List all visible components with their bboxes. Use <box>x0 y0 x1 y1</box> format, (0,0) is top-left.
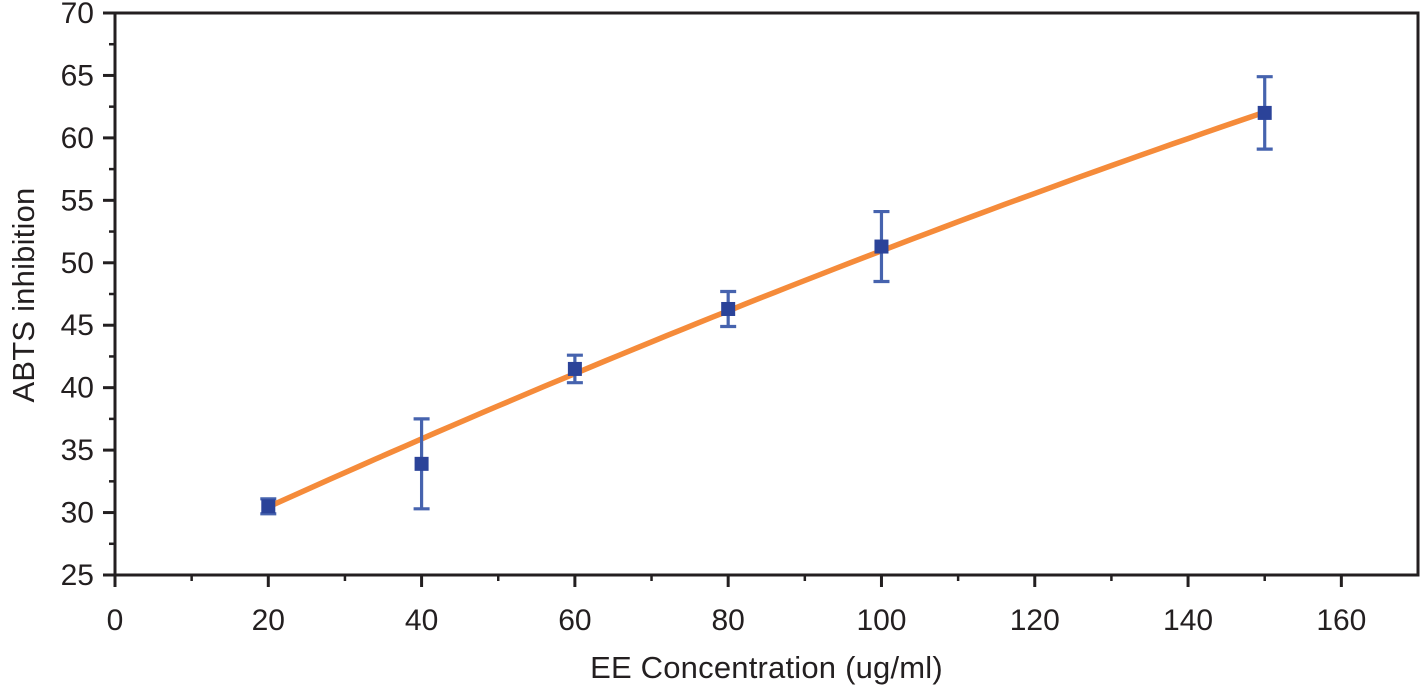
y-tick-label: 30 <box>61 497 94 530</box>
data-point-marker <box>414 456 429 471</box>
x-tick-label: 0 <box>107 604 124 637</box>
data-point-marker <box>874 239 889 254</box>
trend-line <box>265 109 1268 510</box>
data-point-marker <box>567 361 582 376</box>
x-tick-label: 20 <box>252 604 285 637</box>
y-axis-label: ABTS inhibition <box>6 187 41 403</box>
y-tick-label: 70 <box>61 0 94 30</box>
y-tick-label: 55 <box>61 184 94 217</box>
data-point-marker <box>721 301 736 316</box>
x-tick-label: 60 <box>558 604 591 637</box>
y-tick-label: 45 <box>61 309 94 342</box>
y-tick-label: 50 <box>61 247 94 280</box>
x-tick-label: 140 <box>1163 604 1213 637</box>
y-tick-label: 60 <box>61 122 94 155</box>
x-tick-label: 80 <box>711 604 744 637</box>
data-point-marker <box>1257 105 1272 120</box>
x-tick-label: 40 <box>405 604 438 637</box>
x-axis-label: EE Concentration (ug/ml) <box>590 650 943 685</box>
y-tick-label: 65 <box>61 59 94 92</box>
x-tick-label: 100 <box>856 604 906 637</box>
y-tick-label: 40 <box>61 372 94 405</box>
y-tick-label: 25 <box>61 559 94 592</box>
x-tick-label: 120 <box>1010 604 1060 637</box>
x-tick-label: 160 <box>1316 604 1366 637</box>
data-point-marker <box>261 499 276 514</box>
y-tick-label: 35 <box>61 434 94 467</box>
